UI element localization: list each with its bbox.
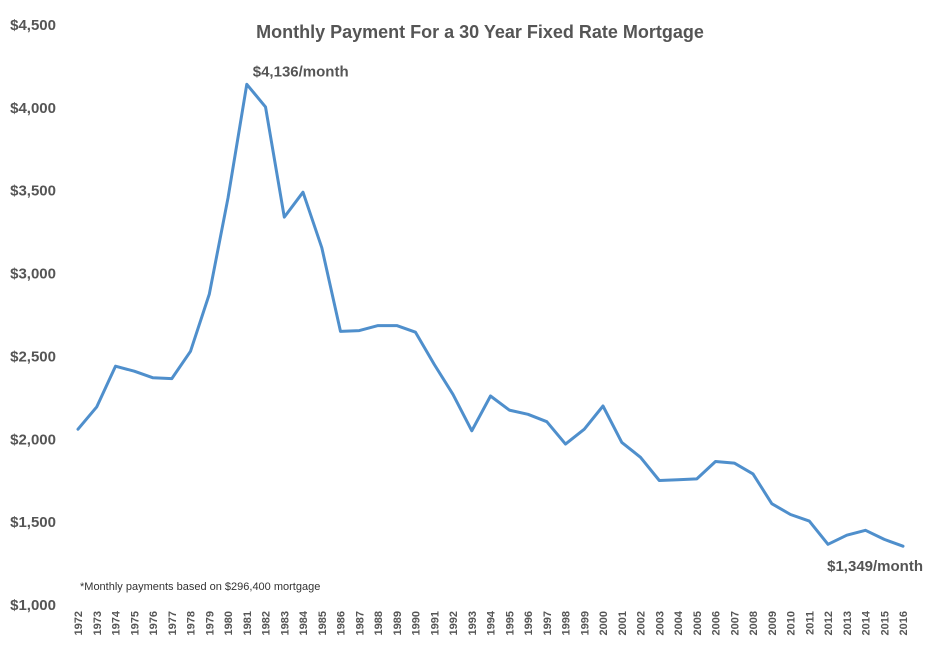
x-tick-label: 2016 [898, 611, 910, 635]
x-tick-label: 2011 [804, 611, 816, 635]
x-tick-label: 2000 [598, 611, 610, 635]
y-tick-label: $4,000 [10, 100, 56, 117]
y-tick-label: $4,500 [10, 17, 56, 34]
x-tick-label: 2008 [748, 611, 760, 635]
x-tick-label: 1982 [261, 611, 273, 635]
x-tick-label: 1994 [486, 610, 498, 635]
x-tick-label: 1997 [542, 611, 554, 635]
x-tick-label: 2013 [842, 611, 854, 635]
chart-title: Monthly Payment For a 30 Year Fixed Rate… [256, 22, 704, 42]
data-annotation: $1,349/month [827, 558, 923, 575]
x-tick-label: 1986 [336, 611, 348, 635]
y-tick-label: $3,000 [10, 266, 56, 283]
x-tick-label: 1974 [111, 610, 123, 635]
y-axis-ticks: $1,000 $1,500 $2,000 $2,500 $3,000 $3,500 $4,0… [10, 17, 56, 614]
y-tick-label: $2,000 [10, 431, 56, 448]
x-tick-label: 1987 [354, 611, 366, 635]
x-tick-label: 2001 [617, 611, 629, 635]
x-tick-label: 2014 [861, 610, 873, 635]
x-tick-label: 1990 [411, 611, 423, 635]
y-tick-label: $3,500 [10, 183, 56, 200]
x-tick-label: 2012 [823, 611, 835, 635]
x-tick-label: 1981 [242, 611, 254, 635]
x-tick-label: 2015 [879, 611, 891, 635]
x-tick-label: 1999 [579, 611, 591, 635]
x-tick-label: 2003 [654, 611, 666, 635]
y-tick-label: $2,500 [10, 348, 56, 365]
x-tick-label: 2002 [636, 611, 648, 635]
chart-footnote: *Monthly payments based on $296,400 mort… [80, 581, 320, 593]
data-annotation: $4,136/month [253, 63, 349, 80]
x-tick-label: 1976 [148, 611, 160, 635]
x-tick-label: 2009 [767, 611, 779, 635]
x-tick-label: 1977 [167, 611, 179, 635]
series-line [76, 82, 905, 548]
x-tick-label: 1979 [204, 611, 216, 635]
x-tick-label: 1993 [467, 611, 479, 635]
y-tick-label: $1,000 [10, 597, 56, 614]
x-tick-label: 2006 [711, 611, 723, 635]
x-tick-label: 1978 [186, 611, 198, 635]
x-tick-label: 1989 [392, 611, 404, 635]
x-tick-label: 1983 [279, 611, 291, 635]
x-tick-label: 2004 [673, 610, 685, 635]
y-tick-label: $1,500 [10, 514, 56, 531]
x-tick-label: 1998 [561, 611, 573, 635]
x-tick-label: 2010 [786, 611, 798, 635]
x-tick-label: 1985 [317, 611, 329, 635]
x-tick-label: 2007 [729, 611, 741, 635]
x-tick-label: 2005 [692, 611, 704, 635]
x-axis-ticks: 1972 1973 1974 1975 1976 1977 1978 1979 1980 1981… [73, 610, 910, 635]
x-tick-label: 1973 [92, 611, 104, 635]
x-tick-label: 1988 [373, 611, 385, 635]
x-tick-label: 1984 [298, 610, 310, 635]
x-tick-label: 1995 [504, 611, 516, 635]
series-group [76, 82, 905, 548]
annotations: $4,136/month $1,349/month [253, 63, 923, 575]
x-tick-label: 1991 [429, 611, 441, 635]
x-tick-label: 1996 [523, 611, 535, 635]
x-tick-label: 1980 [223, 611, 235, 635]
x-tick-label: 1975 [129, 611, 141, 635]
x-tick-label: 1972 [73, 611, 85, 635]
x-tick-label: 1992 [448, 611, 460, 635]
